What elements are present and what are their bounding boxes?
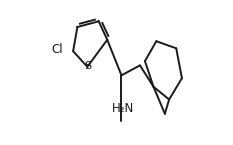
- Text: H₂N: H₂N: [112, 102, 134, 115]
- Text: S: S: [85, 61, 92, 71]
- Text: Cl: Cl: [51, 43, 63, 56]
